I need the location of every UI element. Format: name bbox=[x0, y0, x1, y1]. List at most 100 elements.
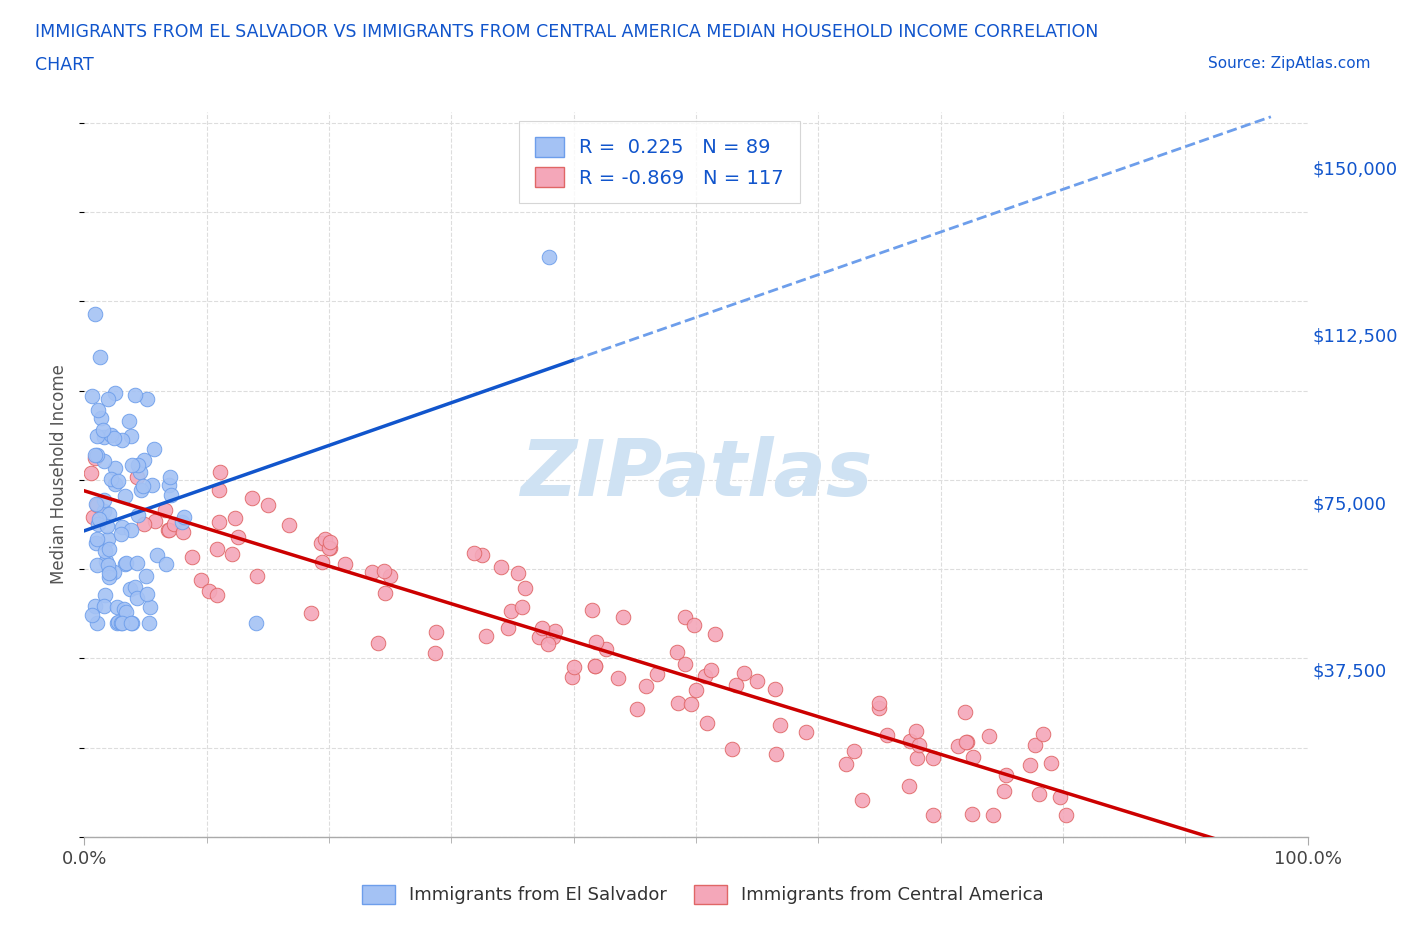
Point bbox=[904, 724, 927, 738]
Y-axis label: Median Household Income: Median Household Income bbox=[51, 365, 69, 584]
Point bbox=[683, 618, 706, 632]
Text: IMMIGRANTS FROM EL SALVADOR VS IMMIGRANTS FROM CENTRAL AMERICA MEDIAN HOUSEHOLD : IMMIGRANTS FROM EL SALVADOR VS IMMIGRANT… bbox=[35, 23, 1098, 41]
Point bbox=[513, 580, 536, 595]
Point bbox=[724, 678, 747, 693]
Point bbox=[543, 630, 565, 644]
Text: CHART: CHART bbox=[35, 56, 94, 73]
Point bbox=[842, 744, 865, 759]
Point bbox=[496, 620, 519, 635]
Point bbox=[111, 616, 134, 631]
Point bbox=[595, 641, 617, 656]
Point bbox=[132, 479, 155, 494]
Point bbox=[124, 579, 146, 594]
Point bbox=[93, 430, 115, 445]
Point bbox=[361, 565, 384, 579]
Point bbox=[257, 498, 280, 512]
Point bbox=[703, 627, 725, 642]
Point bbox=[110, 527, 132, 542]
Point bbox=[143, 513, 166, 528]
Point bbox=[835, 757, 858, 772]
Point bbox=[84, 536, 107, 551]
Point bbox=[506, 565, 529, 580]
Point bbox=[111, 520, 134, 535]
Point bbox=[84, 450, 107, 465]
Point bbox=[198, 583, 221, 598]
Point bbox=[733, 666, 755, 681]
Point bbox=[851, 793, 873, 808]
Point bbox=[868, 701, 890, 716]
Point bbox=[127, 458, 149, 472]
Point bbox=[953, 705, 976, 720]
Point bbox=[681, 697, 703, 711]
Point bbox=[105, 600, 128, 615]
Point bbox=[538, 249, 561, 264]
Point bbox=[562, 660, 585, 675]
Point bbox=[311, 554, 333, 569]
Point bbox=[86, 429, 108, 444]
Point bbox=[98, 565, 121, 580]
Point bbox=[666, 644, 689, 659]
Point bbox=[763, 681, 786, 696]
Point bbox=[93, 493, 115, 508]
Point bbox=[994, 767, 1017, 782]
Point bbox=[97, 392, 120, 406]
Point bbox=[314, 531, 336, 546]
Point bbox=[180, 550, 202, 565]
Point bbox=[205, 588, 228, 603]
Point bbox=[125, 591, 148, 605]
Point bbox=[537, 636, 560, 651]
Point bbox=[129, 483, 152, 498]
Point bbox=[696, 716, 718, 731]
Point bbox=[125, 470, 148, 485]
Point bbox=[86, 557, 108, 572]
Point bbox=[747, 673, 769, 688]
Point bbox=[956, 735, 979, 750]
Legend: R =  0.225   N = 89, R = -0.869   N = 117: R = 0.225 N = 89, R = -0.869 N = 117 bbox=[519, 121, 800, 204]
Point bbox=[96, 518, 118, 533]
Point bbox=[160, 487, 183, 502]
Point bbox=[134, 453, 156, 468]
Point bbox=[120, 523, 142, 538]
Point bbox=[471, 548, 494, 563]
Point bbox=[90, 410, 112, 425]
Point bbox=[869, 696, 891, 711]
Point bbox=[876, 727, 898, 742]
Point bbox=[104, 477, 127, 492]
Point bbox=[626, 702, 648, 717]
Point bbox=[794, 724, 817, 739]
Point bbox=[981, 807, 1004, 822]
Point bbox=[135, 587, 157, 602]
Point bbox=[908, 737, 931, 752]
Point bbox=[87, 403, 110, 418]
Point bbox=[104, 386, 127, 401]
Point bbox=[84, 307, 107, 322]
Point bbox=[97, 507, 120, 522]
Point bbox=[121, 458, 143, 472]
Point bbox=[132, 516, 155, 531]
Point bbox=[141, 478, 163, 493]
Point bbox=[80, 466, 103, 481]
Point bbox=[277, 517, 299, 532]
Point bbox=[1018, 757, 1040, 772]
Point bbox=[425, 625, 447, 640]
Point bbox=[240, 491, 263, 506]
Point bbox=[93, 454, 115, 469]
Point bbox=[121, 616, 143, 631]
Point bbox=[905, 751, 928, 765]
Text: ZIPatlas: ZIPatlas bbox=[520, 436, 872, 512]
Point bbox=[423, 645, 446, 660]
Point bbox=[226, 530, 249, 545]
Point bbox=[100, 427, 122, 442]
Point bbox=[246, 569, 269, 584]
Point bbox=[84, 497, 107, 512]
Point bbox=[89, 350, 111, 365]
Point bbox=[561, 670, 583, 684]
Point bbox=[100, 472, 122, 486]
Point bbox=[499, 604, 522, 618]
Point bbox=[1024, 737, 1046, 752]
Point bbox=[685, 683, 707, 698]
Point bbox=[139, 600, 162, 615]
Point bbox=[205, 542, 228, 557]
Point bbox=[91, 422, 114, 437]
Point bbox=[159, 470, 181, 485]
